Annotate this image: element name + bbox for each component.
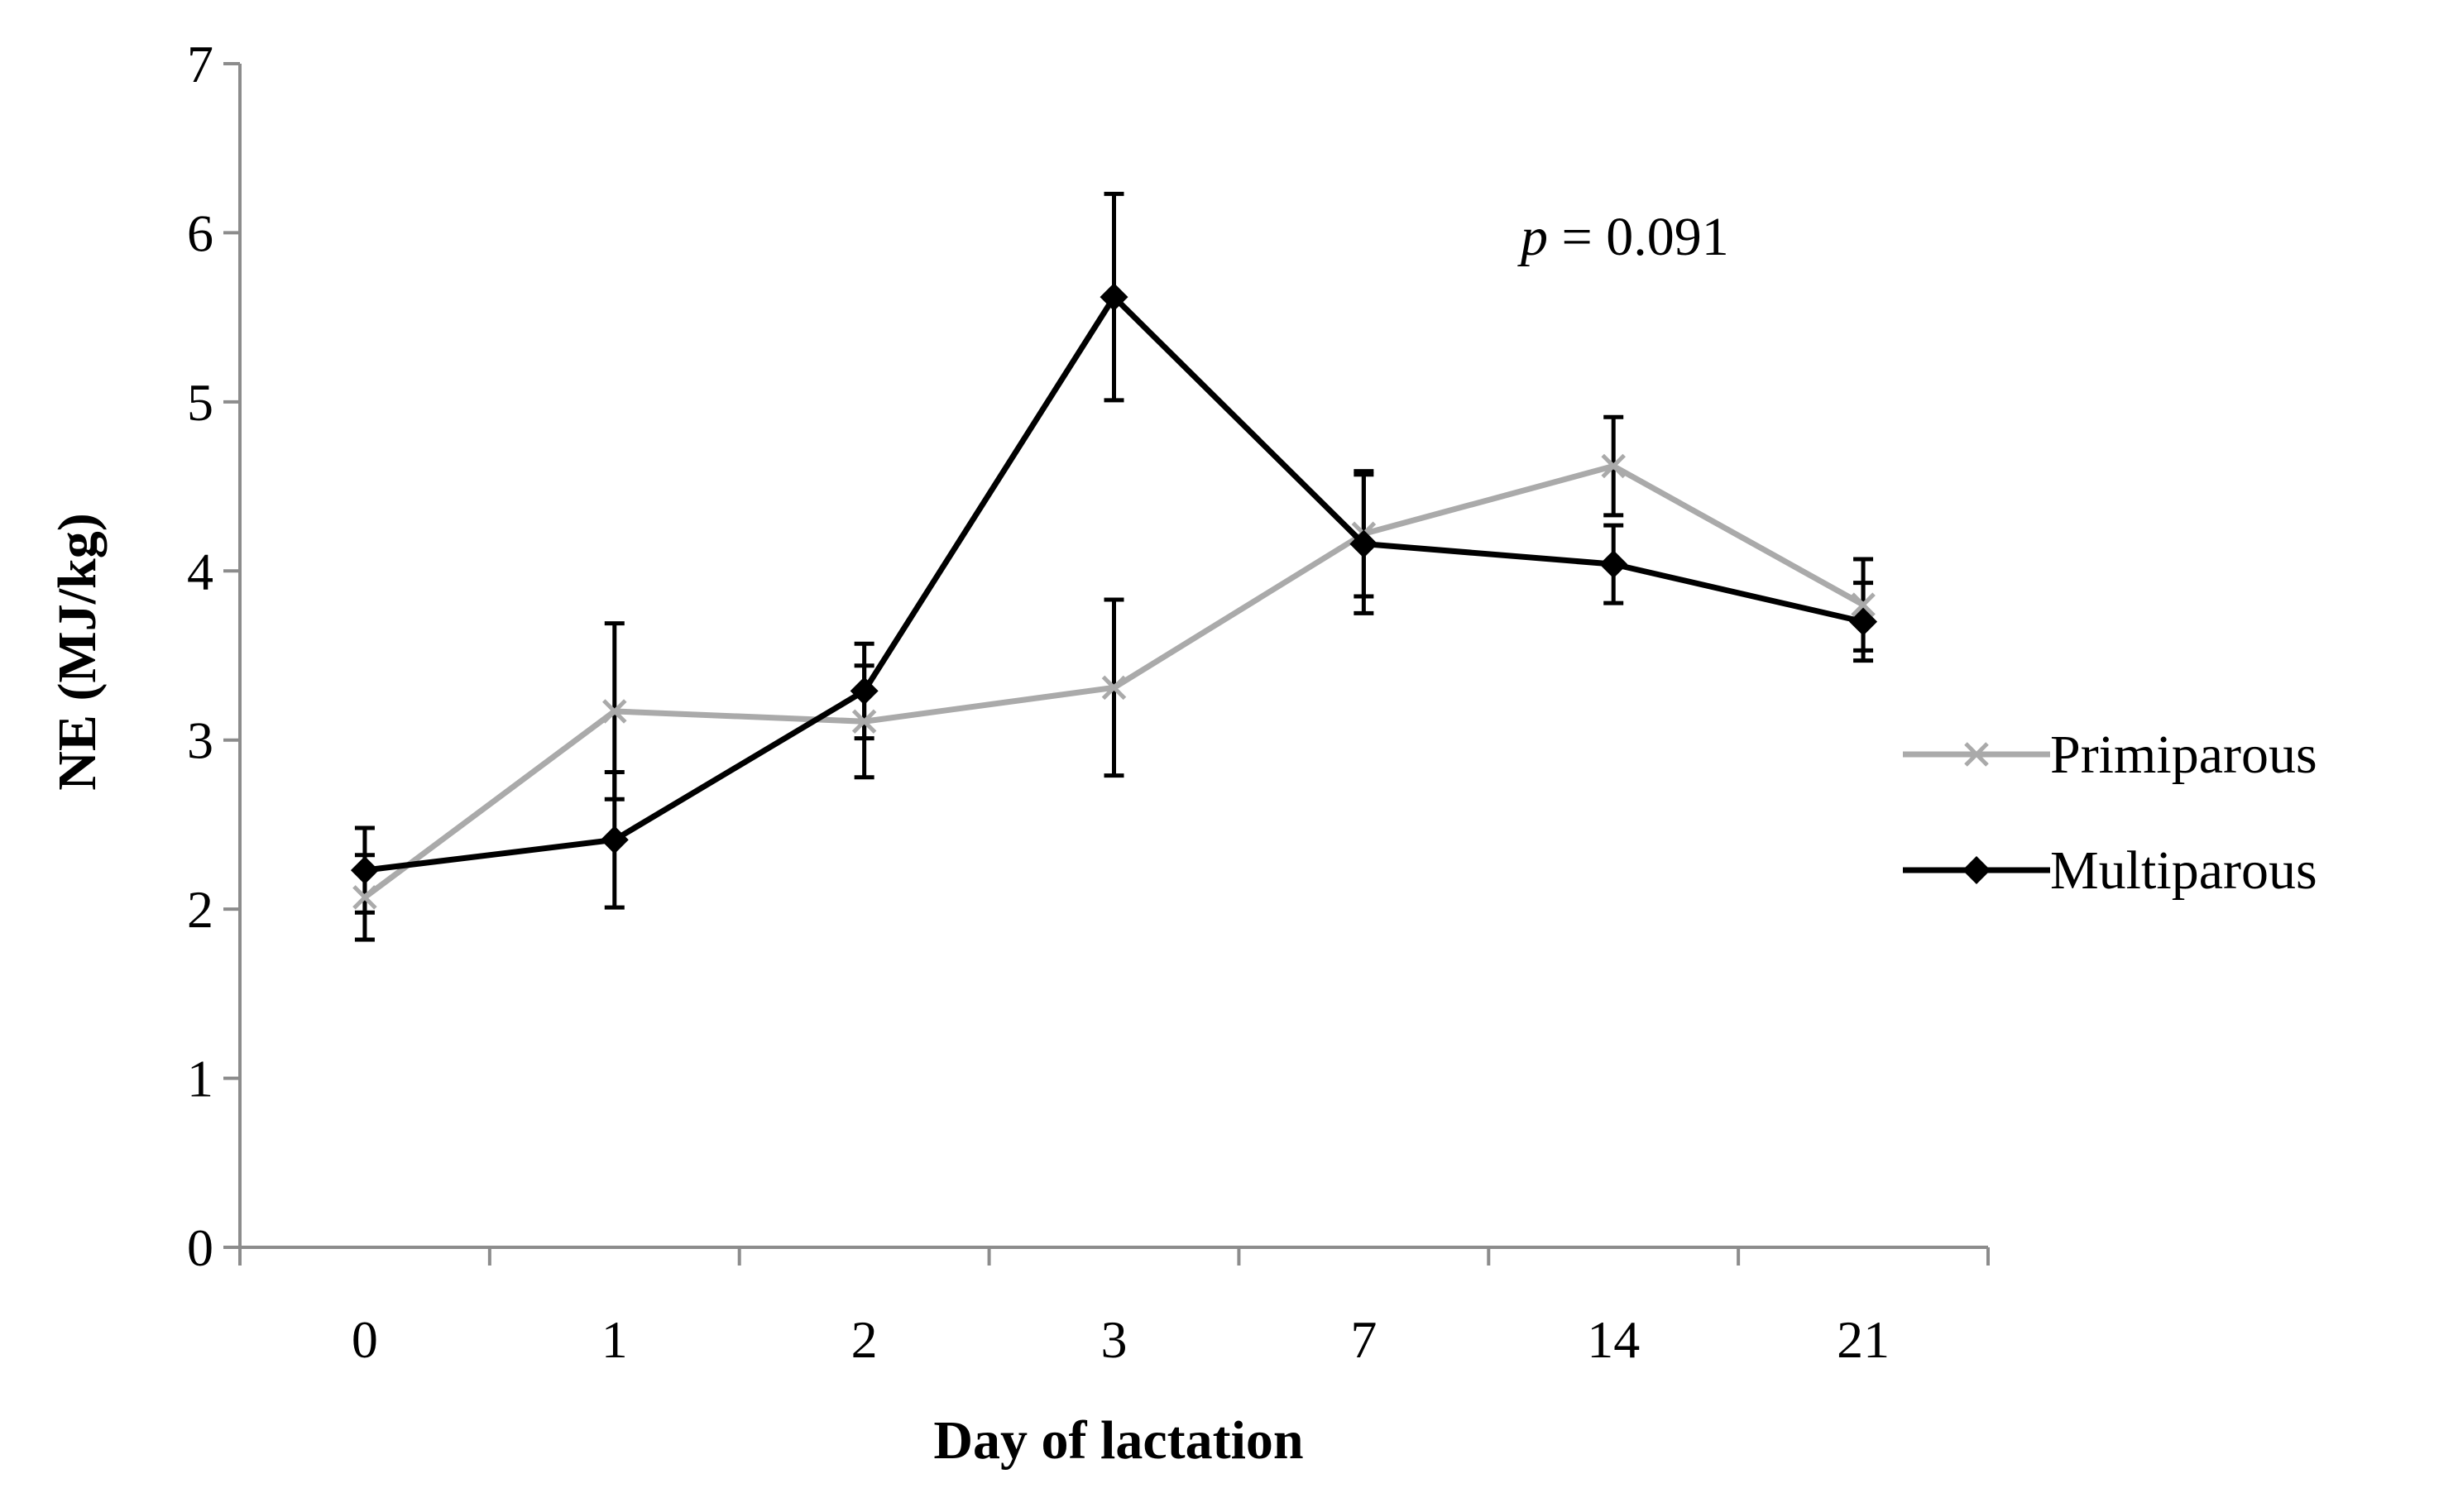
legend-item-multiparous: Multiparous: [1903, 840, 2317, 901]
marker-x-stroke: [602, 699, 627, 724]
legend-marker: [1962, 856, 1991, 884]
x-tick-label: 2: [851, 1310, 878, 1369]
data-point-primiparous: [1851, 592, 1876, 617]
y-tick-label: 1: [187, 1050, 213, 1108]
axes: 0 1 2 3 4 5 6 7 0 1 2 3 7 14 21: [187, 35, 1990, 1369]
y-axis-title: NE (MJ/kg): [47, 513, 108, 790]
y-tick-label: 3: [187, 711, 213, 770]
x-tick-label: 1: [601, 1310, 628, 1369]
legend-label: Primiparous: [2050, 725, 2317, 785]
x-tick-label: 7: [1350, 1310, 1377, 1369]
marker-x-stroke: [1964, 742, 1989, 767]
marker-x-stroke: [1601, 453, 1626, 479]
x-axis-title: Day of lactation: [933, 1410, 1303, 1471]
marker-x-stroke: [851, 709, 877, 734]
p-value-italic: p: [1517, 207, 1548, 267]
p-value-text: = 0.091: [1548, 207, 1729, 267]
marker-x-stroke: [352, 885, 377, 910]
data-point-multiparous: [1100, 283, 1128, 312]
data-point-multiparous: [1599, 550, 1628, 579]
marker-x-stroke: [1851, 592, 1876, 617]
x-tick-label: 21: [1837, 1310, 1890, 1369]
legend-marker: [1964, 742, 1989, 767]
x-tick-label: 14: [1587, 1310, 1640, 1369]
series-layer: [350, 191, 1878, 942]
data-point-multiparous: [600, 825, 629, 854]
y-tick-label: 6: [187, 203, 213, 262]
labels-layer: Day of lactation NE (MJ/kg) p = 0.091: [47, 207, 1729, 1471]
y-tick-label: 0: [187, 1218, 213, 1277]
y-tick-label: 5: [187, 373, 213, 432]
y-tick-label: 2: [187, 880, 213, 939]
legend-label: Multiparous: [2050, 840, 2317, 901]
legend-item-primiparous: Primiparous: [1903, 725, 2317, 785]
data-point-multiparous: [1349, 529, 1378, 558]
data-point-multiparous: [850, 677, 879, 706]
x-tick-label: 0: [352, 1310, 378, 1369]
data-point-primiparous: [1601, 453, 1626, 479]
data-point-primiparous: [352, 885, 377, 910]
x-tick-label: 3: [1101, 1310, 1128, 1369]
data-point-primiparous: [602, 699, 627, 724]
data-point-primiparous: [851, 709, 877, 734]
p-value-annotation: p = 0.091: [1517, 207, 1729, 267]
y-tick-label: 7: [187, 35, 213, 93]
data-point-multiparous: [350, 856, 379, 885]
data-point-multiparous: [1849, 607, 1878, 636]
legend: Primiparous Multiparous: [1903, 725, 2317, 901]
marker-x-stroke: [1101, 675, 1127, 701]
data-point-primiparous: [1101, 675, 1127, 701]
y-tick-label: 4: [187, 542, 213, 600]
